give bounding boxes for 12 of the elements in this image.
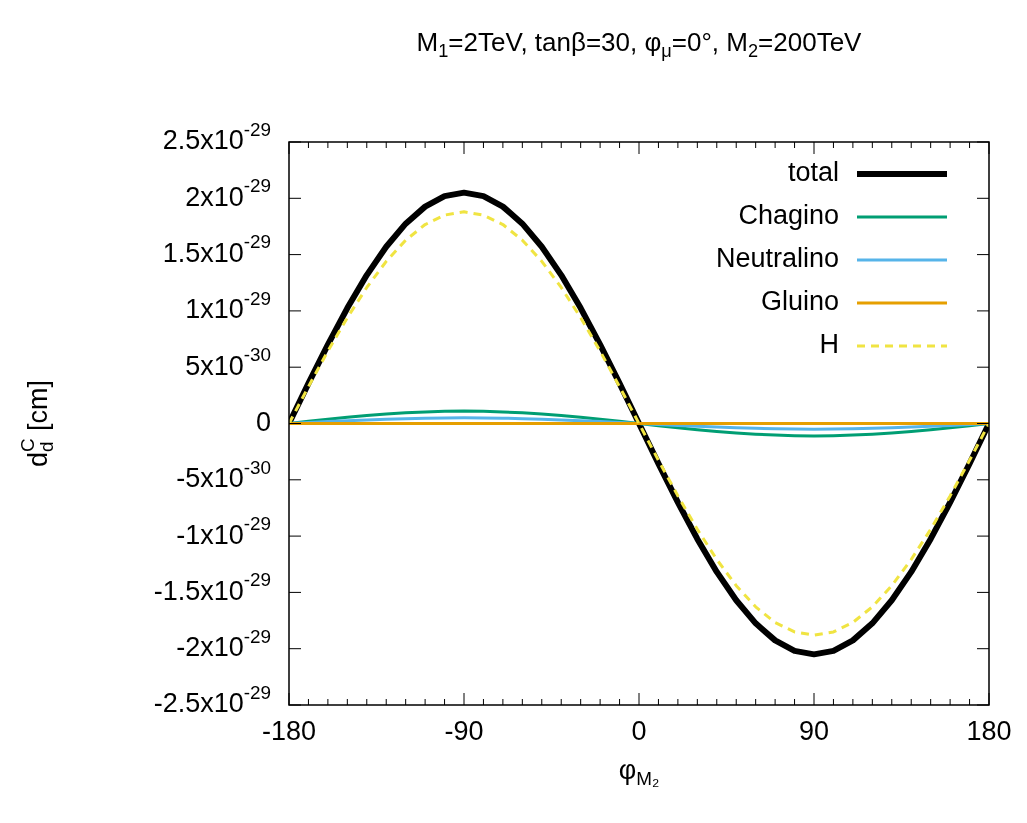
legend-label: Gluino — [760, 286, 839, 317]
x-tick-label: 0 — [631, 716, 647, 747]
y-axis-title: ddC [cm] — [16, 379, 58, 468]
y-tick-label: 0 — [255, 406, 272, 437]
x-tick-label: -180 — [261, 716, 317, 747]
legend-label: total — [787, 157, 840, 188]
x-tick-label: 180 — [966, 716, 1012, 747]
legend-label: H — [819, 329, 839, 360]
legend-label: Chagino — [738, 200, 839, 231]
x-tick-label: -90 — [444, 716, 484, 747]
x-tick-label: 90 — [798, 716, 830, 747]
legend-label: Neutralino — [715, 243, 840, 274]
